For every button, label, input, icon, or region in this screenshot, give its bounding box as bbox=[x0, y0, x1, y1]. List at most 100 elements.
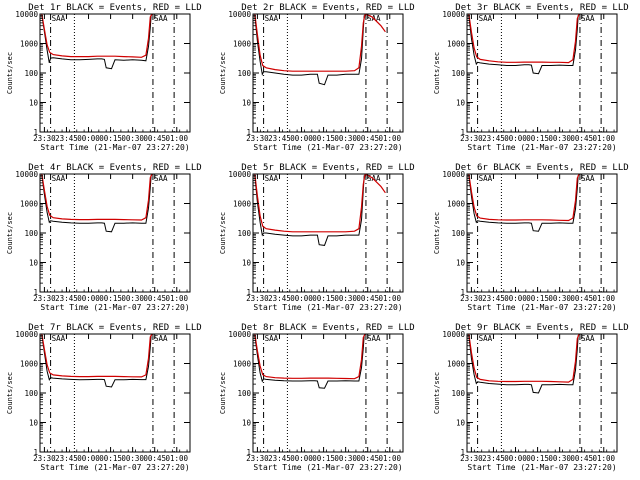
y-axis-label: Counts/sec bbox=[433, 212, 441, 254]
chart-title: Det 6r BLACK = Events, RED = LLD bbox=[455, 163, 628, 173]
plot-frame bbox=[466, 333, 618, 453]
x-tick-label: 00:00 bbox=[290, 454, 313, 463]
y-tick-label: 10000 bbox=[442, 330, 465, 339]
y-tick-label: 10 bbox=[456, 99, 466, 108]
saa-label: SAA bbox=[52, 174, 66, 183]
x-tick-label: 00:15 bbox=[99, 134, 122, 143]
x-tick-label: 23:45 bbox=[268, 294, 291, 303]
x-tick-label: 01:00 bbox=[165, 294, 188, 303]
x-tick-label: 23:30 bbox=[33, 294, 56, 303]
x-tick-label: 00:00 bbox=[77, 454, 100, 463]
y-tick-label: 10000 bbox=[228, 170, 251, 179]
x-tick-label: 23:45 bbox=[482, 134, 505, 143]
x-tick-label: 23:30 bbox=[33, 134, 56, 143]
y-tick-label: 10000 bbox=[442, 10, 465, 19]
y-tick-label: 1000 bbox=[20, 40, 39, 49]
plot-frame bbox=[466, 13, 618, 133]
y-axis-label: Counts/sec bbox=[219, 372, 227, 414]
series-events-line bbox=[468, 335, 579, 394]
y-tick-label: 10000 bbox=[228, 10, 251, 19]
x-tick-label: 00:15 bbox=[526, 294, 549, 303]
chart-title: Det 3r BLACK = Events, RED = LLD bbox=[455, 3, 628, 13]
series-lld-line bbox=[41, 174, 153, 221]
y-tick-label: 1 bbox=[246, 128, 251, 137]
y-tick-label: 10000 bbox=[15, 10, 38, 19]
y-tick-label: 1 bbox=[460, 448, 465, 457]
y-tick-label: 100 bbox=[237, 69, 251, 78]
x-tick-label: 00:00 bbox=[504, 294, 527, 303]
y-axis-label: Counts/sec bbox=[219, 52, 227, 94]
y-tick-label: 1 bbox=[246, 448, 251, 457]
x-tick-label: 23:45 bbox=[55, 134, 78, 143]
x-axis-label: Start Time (21-Mar-07 23:27:20) bbox=[40, 463, 189, 472]
y-tick-label: 10 bbox=[29, 99, 39, 108]
x-tick-label: 00:45 bbox=[356, 454, 379, 463]
series-lld-line bbox=[468, 14, 580, 64]
x-tick-label: 23:45 bbox=[55, 294, 78, 303]
series-events-line bbox=[254, 175, 365, 246]
saa-label: SAA bbox=[367, 174, 381, 183]
x-tick-label: 01:00 bbox=[592, 454, 615, 463]
saa-label: SAA bbox=[479, 334, 493, 343]
saa-label: SAA bbox=[581, 334, 595, 343]
x-tick-label: 00:00 bbox=[77, 134, 100, 143]
chart-title: Det 7r BLACK = Events, RED = LLD bbox=[28, 323, 201, 333]
y-tick-label: 10 bbox=[242, 259, 252, 268]
x-tick-label: 00:45 bbox=[143, 454, 166, 463]
x-tick-label: 23:30 bbox=[460, 454, 483, 463]
x-tick-label: 00:15 bbox=[526, 134, 549, 143]
y-tick-label: 10 bbox=[29, 259, 39, 268]
x-tick-label: 00:30 bbox=[334, 134, 357, 143]
y-tick-label: 10000 bbox=[228, 330, 251, 339]
x-axis-label: Start Time (21-Mar-07 23:27:20) bbox=[40, 303, 189, 312]
x-tick-label: 23:30 bbox=[246, 454, 269, 463]
x-tick-label: 00:45 bbox=[356, 294, 379, 303]
y-axis-label: Counts/sec bbox=[6, 52, 14, 94]
y-tick-label: 1000 bbox=[447, 360, 466, 369]
x-tick-label: 00:45 bbox=[570, 134, 593, 143]
y-tick-label: 10000 bbox=[442, 170, 465, 179]
y-tick-label: 1000 bbox=[233, 360, 252, 369]
series-lld-line bbox=[254, 174, 386, 233]
y-tick-label: 100 bbox=[237, 389, 251, 398]
x-tick-label: 23:45 bbox=[482, 454, 505, 463]
chart-title: Det 2r BLACK = Events, RED = LLD bbox=[241, 3, 414, 13]
series-events-line bbox=[254, 15, 365, 86]
plot-frame bbox=[252, 333, 404, 453]
y-tick-label: 10 bbox=[456, 419, 466, 428]
x-tick-label: 00:30 bbox=[548, 134, 571, 143]
x-tick-label: 23:30 bbox=[33, 454, 56, 463]
plot-frame bbox=[39, 173, 191, 293]
y-tick-label: 1 bbox=[246, 288, 251, 297]
x-axis-label: Start Time (21-Mar-07 23:27:20) bbox=[467, 303, 616, 312]
x-tick-label: 00:00 bbox=[504, 454, 527, 463]
saa-label: SAA bbox=[367, 334, 381, 343]
y-axis-label: Counts/sec bbox=[6, 372, 14, 414]
x-tick-label: 01:00 bbox=[378, 134, 401, 143]
x-tick-label: 00:45 bbox=[570, 454, 593, 463]
y-axis-label: Counts/sec bbox=[433, 52, 441, 94]
plot-frame bbox=[466, 173, 618, 293]
x-tick-label: 00:00 bbox=[77, 294, 100, 303]
chart-title: Det 9r BLACK = Events, RED = LLD bbox=[455, 323, 628, 333]
y-tick-label: 10 bbox=[242, 99, 252, 108]
x-tick-label: 00:15 bbox=[312, 294, 335, 303]
x-tick-label: 00:15 bbox=[526, 454, 549, 463]
x-axis-label: Start Time (21-Mar-07 23:27:20) bbox=[253, 463, 402, 472]
x-tick-label: 00:30 bbox=[121, 294, 144, 303]
x-tick-label: 23:45 bbox=[55, 454, 78, 463]
series-events-line bbox=[254, 335, 365, 389]
y-tick-label: 1 bbox=[460, 288, 465, 297]
saa-label: SAA bbox=[52, 14, 66, 23]
x-tick-label: 23:30 bbox=[460, 294, 483, 303]
y-tick-label: 1 bbox=[33, 128, 38, 137]
x-tick-label: 00:00 bbox=[504, 134, 527, 143]
saa-label: SAA bbox=[154, 334, 168, 343]
series-lld-line bbox=[41, 14, 153, 58]
x-tick-label: 23:45 bbox=[482, 294, 505, 303]
y-axis-label: Counts/sec bbox=[433, 372, 441, 414]
